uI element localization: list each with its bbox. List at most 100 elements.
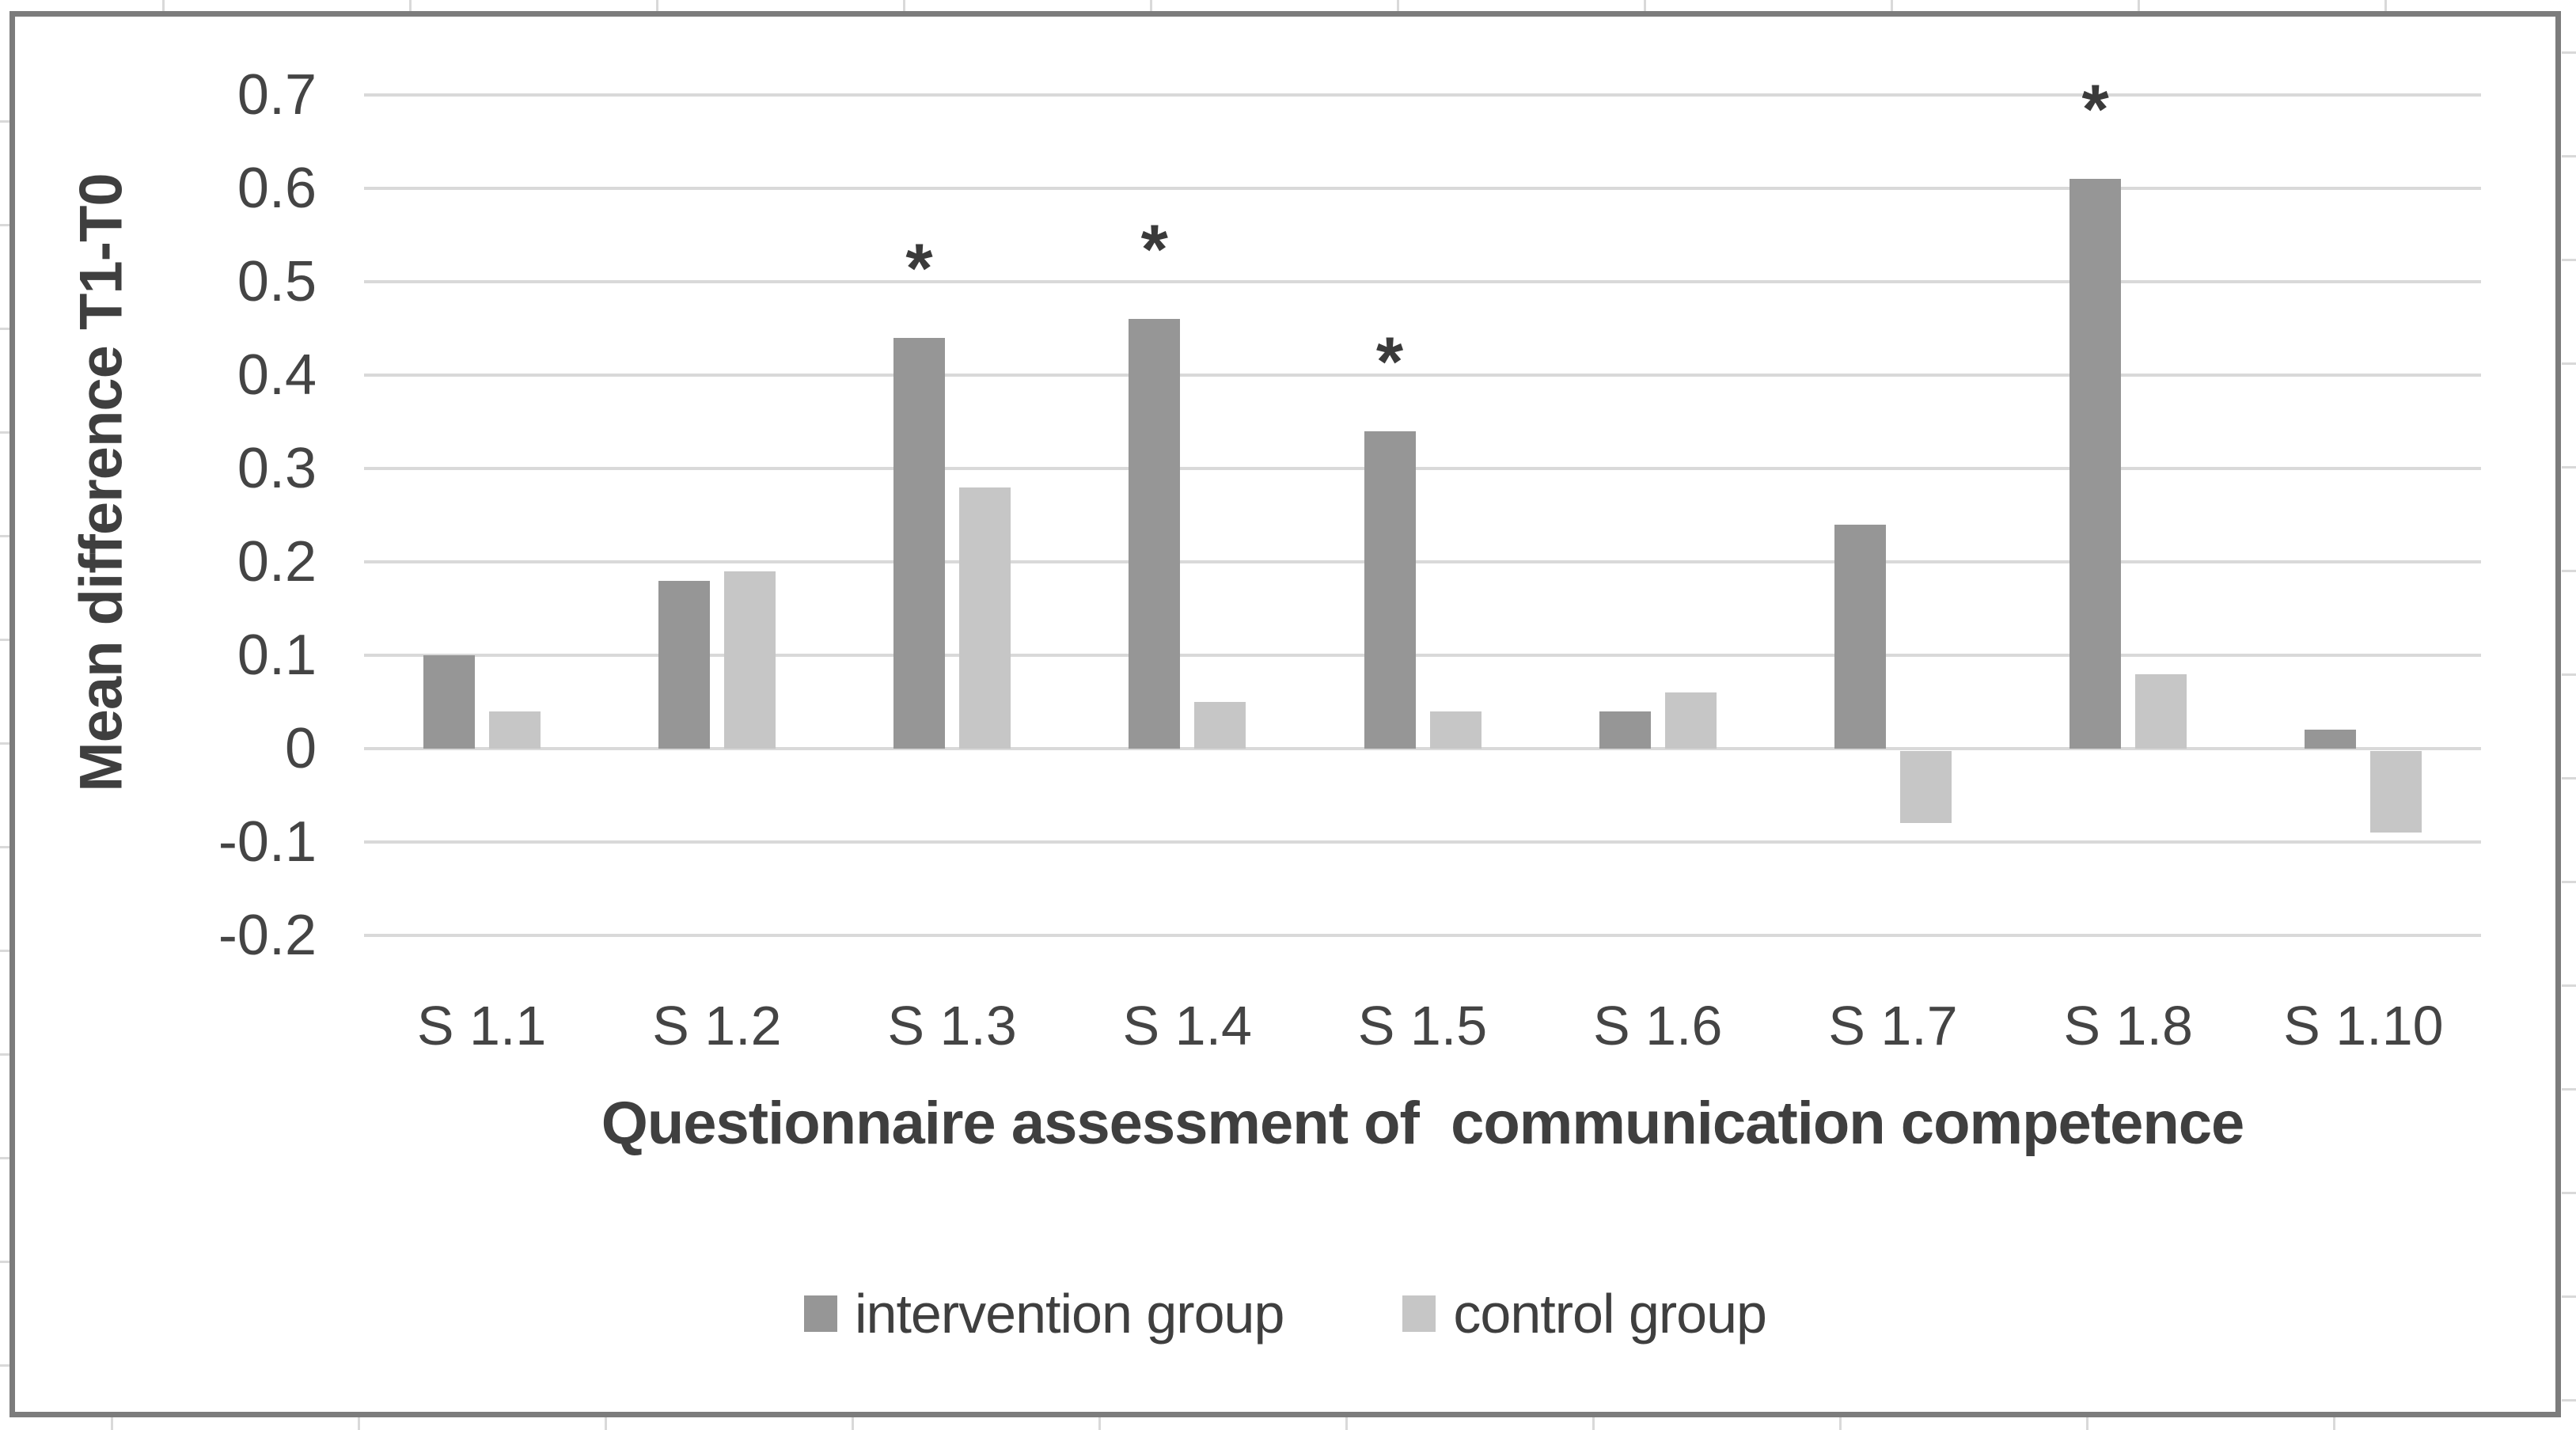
bar-control-s1-6 [1664, 692, 1717, 749]
spreadsheet-grid-artifact [2138, 0, 2140, 11]
spreadsheet-grid-artifact [1592, 1417, 1595, 1430]
bar-intervention-s1-6 [1599, 711, 1651, 749]
spreadsheet-grid-artifact [2562, 1088, 2576, 1091]
spreadsheet-grid-artifact [2384, 0, 2387, 11]
gridline [364, 654, 2481, 657]
spreadsheet-grid-artifact [1150, 0, 1152, 11]
spreadsheet-grid-artifact [0, 224, 9, 226]
spreadsheet-grid-artifact [0, 120, 9, 123]
spreadsheet-grid-artifact [409, 0, 412, 11]
y-tick-label: 0.6 [237, 157, 317, 220]
spreadsheet-grid-artifact [0, 639, 9, 641]
spreadsheet-grid-artifact [1345, 1417, 1348, 1430]
bar-control-s1-2 [723, 571, 776, 749]
legend-swatch-control-group [1402, 1295, 1436, 1332]
spreadsheet-grid-artifact [2562, 1295, 2576, 1298]
spreadsheet-grid-artifact [162, 0, 165, 11]
spreadsheet-grid-artifact [1839, 1417, 1842, 1430]
spreadsheet-grid-artifact [1098, 1417, 1101, 1430]
spreadsheet-grid-artifact [1891, 0, 1893, 11]
spreadsheet-grid-artifact [0, 1261, 9, 1263]
y-axis-title: Mean difference T1-T0 [67, 173, 135, 792]
gridline [364, 187, 2481, 190]
spreadsheet-grid-artifact [2562, 1192, 2576, 1194]
gridline [364, 934, 2481, 937]
spreadsheet-grid-artifact [2562, 155, 2576, 157]
legend-item-intervention-group: intervention group [804, 1282, 1284, 1345]
significance-asterisk: * [905, 228, 933, 307]
x-tick-label: S 1.5 [1357, 995, 1488, 1056]
spreadsheet-grid-artifact [0, 1364, 9, 1367]
spreadsheet-grid-artifact [903, 0, 905, 11]
spreadsheet-grid-artifact [2333, 1417, 2335, 1430]
spreadsheet-grid-artifact [2562, 984, 2576, 987]
bar-control-s1-5 [1429, 711, 1481, 749]
gridline [364, 840, 2481, 844]
y-tick-label: -0.1 [218, 810, 317, 874]
x-tick-label: S 1.1 [416, 995, 547, 1056]
significance-asterisk: * [1375, 321, 1404, 400]
x-tick-label: S 1.6 [1592, 995, 1723, 1056]
bar-intervention-s1-7 [1834, 524, 1886, 749]
bar-intervention-s1-2 [658, 580, 710, 749]
spreadsheet-grid-artifact [1397, 0, 1399, 11]
bar-intervention-s1-8 [2070, 179, 2122, 749]
bar-control-s1-7 [1899, 751, 1952, 824]
bar-control-s1-10 [2370, 751, 2422, 833]
bar-intervention-s1-4 [1129, 319, 1181, 749]
spreadsheet-grid-artifact [2562, 51, 2576, 54]
gridline [364, 467, 2481, 470]
x-tick-label: S 1.3 [887, 995, 1017, 1056]
bar-control-s1-4 [1194, 702, 1246, 749]
spreadsheet-grid-artifact [852, 1417, 854, 1430]
gridline [364, 280, 2481, 283]
y-tick-label: 0.5 [237, 250, 317, 313]
spreadsheet-grid-artifact [0, 328, 9, 330]
gridline [364, 747, 2481, 750]
x-tick-label: S 1.2 [652, 995, 782, 1056]
y-tick-label: 0 [284, 717, 317, 780]
bar-control-s1-3 [959, 487, 1011, 749]
spreadsheet-grid-artifact [358, 1417, 360, 1430]
spreadsheet-grid-artifact [0, 1053, 9, 1056]
x-tick-label: S 1.8 [2063, 995, 2193, 1056]
x-axis-title: Questionnaire assessment of communicatio… [601, 1090, 2245, 1157]
plot-area: * * * * [364, 74, 2481, 937]
spreadsheet-grid-artifact [0, 742, 9, 745]
spreadsheet-grid-artifact [2086, 1417, 2088, 1430]
legend-label: control group [1453, 1283, 1767, 1345]
spreadsheet-grid-artifact [605, 1417, 607, 1430]
spreadsheet-grid-artifact [2562, 362, 2576, 365]
y-tick-label: 0.2 [237, 530, 317, 594]
y-tick-label: -0.2 [218, 904, 317, 967]
significance-asterisk: * [1140, 210, 1168, 289]
spreadsheet-grid-artifact [2562, 1399, 2576, 1402]
x-tick-label: S 1.10 [2283, 995, 2444, 1056]
legend: intervention group control group [9, 1273, 2561, 1355]
spreadsheet-grid-artifact [0, 431, 9, 434]
spreadsheet-grid-artifact [2562, 673, 2576, 676]
spreadsheet-grid-artifact [2562, 466, 2576, 468]
spreadsheet-grid-artifact [2562, 881, 2576, 883]
spreadsheet-grid-artifact [0, 535, 9, 537]
bar-intervention-s1-10 [2305, 730, 2357, 749]
spreadsheet-grid-artifact [0, 846, 9, 848]
y-tick-label: 0.1 [237, 624, 317, 687]
spreadsheet-grid-artifact [0, 1157, 9, 1159]
spreadsheet-grid-artifact [656, 0, 658, 11]
gridline [364, 374, 2481, 377]
y-tick-label: 0.3 [237, 437, 317, 500]
x-tick-label: S 1.7 [1828, 995, 1958, 1056]
legend-item-control-group: control group [1402, 1282, 1767, 1345]
y-tick-label: 0.7 [237, 63, 317, 127]
bar-intervention-s1-5 [1364, 431, 1416, 749]
spreadsheet-grid-artifact [2562, 570, 2576, 572]
spreadsheet-grid-artifact [2562, 259, 2576, 261]
spreadsheet-grid-artifact [1644, 0, 1646, 11]
y-tick-label: 0.4 [237, 343, 317, 407]
spreadsheet-grid-artifact [0, 950, 9, 952]
x-tick-label: S 1.4 [1122, 995, 1252, 1056]
bar-intervention-s1-3 [893, 337, 946, 749]
legend-label: intervention group [855, 1283, 1284, 1345]
